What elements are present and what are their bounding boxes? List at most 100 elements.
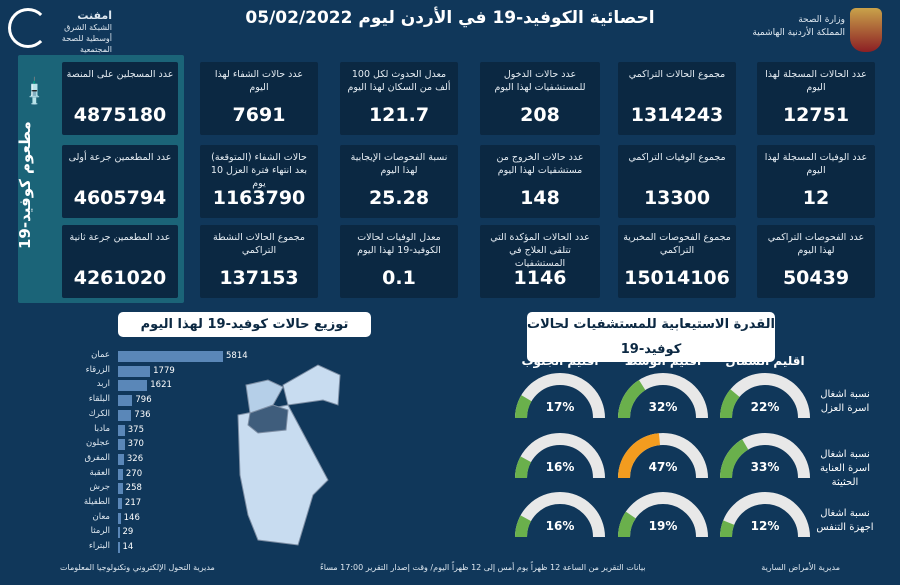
- map-east: [282, 364, 341, 406]
- bar-label: البلقاء: [88, 394, 110, 405]
- gauge-percent: 12%: [750, 519, 780, 533]
- bar-value: 375: [127, 424, 144, 435]
- bar-label: عمان: [91, 350, 110, 360]
- bar: [118, 527, 120, 539]
- row-header: نسبة اشغال اسرة العزل: [820, 389, 870, 414]
- ministry-name: وزارة الصحة المملكة الأردنية الهاشمية: [752, 14, 845, 40]
- bar-value: 1621: [150, 380, 172, 391]
- bar-label: الطفيلة: [83, 497, 110, 507]
- gauge: [515, 373, 605, 419]
- bar-label: معان: [92, 511, 111, 522]
- stat-card: عدد الحالات المسجلة لهذا اليوم 12751: [757, 62, 875, 135]
- cases-distribution-title: توزيع حالات كوفيد-19 لهذا اليوم: [118, 312, 371, 337]
- stat-label: مجموع الفحوصات المخبرية التراكمي: [623, 232, 731, 256]
- gauge-fill: [720, 373, 810, 419]
- gauge: [515, 433, 605, 479]
- jordan-map: [237, 364, 341, 546]
- stat-value: 4875180: [73, 104, 167, 126]
- emphnet-logo: [8, 8, 48, 48]
- map-south: [237, 404, 329, 546]
- bar-label: الزرقاء: [85, 364, 110, 375]
- bar-value: 370: [127, 439, 144, 450]
- stat-label: معدل الحدوث لكل 100 ألف من السكان لهذا ا…: [347, 69, 451, 93]
- gauge-percent: 17%: [545, 400, 575, 414]
- bar-value: 1779: [153, 365, 175, 376]
- bar-label: المفرق: [84, 452, 110, 463]
- bar: [118, 453, 124, 465]
- footer-center: بيانات التقرير من الساعة 12 ظهراً يوم أم…: [320, 563, 646, 572]
- gauge: [618, 373, 708, 419]
- stat-label: مجموع الوفيات التراكمي: [628, 152, 726, 163]
- stat-label: عدد حالات الدخول للمستشفيات لهذا اليوم: [494, 69, 586, 93]
- map-north: [245, 379, 284, 414]
- ministry-line2: المملكة الأردنية الهاشمية: [752, 28, 845, 38]
- gauge-percent: 16%: [545, 519, 575, 533]
- stat-label: عدد المسجلين على المنصة: [66, 69, 174, 80]
- jordan-crest-logo: [850, 8, 882, 52]
- ministry-line1: وزارة الصحة: [798, 15, 845, 25]
- gauge: [618, 492, 708, 538]
- stat-card: مجموع الحالات النشطة التراكمي 137153: [200, 225, 318, 298]
- bar-label: البتراء: [88, 541, 110, 552]
- emphnet-logo-text: امفنت الشبكة الشرق أوسطية للصحة المجتمعية: [52, 10, 112, 55]
- bar-value: 14: [122, 542, 134, 553]
- gauge-percent: 16%: [545, 460, 575, 474]
- stat-card: مجموع الحالات التراكمي 1314243: [618, 62, 736, 135]
- bar-value: 5814: [226, 351, 248, 361]
- vaccine-card: عدد المطعمين جرعة أولى 4605794: [62, 145, 178, 218]
- gauge-percent: 19%: [648, 519, 678, 533]
- gauge: [618, 433, 708, 479]
- stat-label: عدد المطعمين جرعة أولى: [68, 152, 172, 163]
- bar: [118, 498, 122, 509]
- stat-value: 121.7: [368, 104, 430, 126]
- bar-value: 29: [122, 527, 134, 538]
- report-date: 05/02/2022: [245, 8, 353, 28]
- row-header: نسبة اشغال اسرة العناية الحثيثة: [820, 449, 870, 488]
- region-header: اقليم الوسط: [624, 354, 702, 368]
- stat-value: 7691: [232, 104, 286, 126]
- bar-value: 796: [135, 395, 152, 406]
- bar: [118, 365, 151, 377]
- stat-card: معدل الوفيات لحالات الكوفيد-19 لهذا اليو…: [340, 225, 458, 298]
- bar-label: الكرك: [88, 408, 110, 419]
- stat-value: 208: [520, 104, 560, 126]
- stat-label: عدد الحالات المؤكدة التي تتلقى العلاج في…: [490, 232, 590, 269]
- stat-value: 25.28: [368, 187, 430, 209]
- logo-name: امفنت: [77, 9, 112, 22]
- gauge: [720, 492, 810, 538]
- logo-sub: الشبكة الشرق أوسطية للصحة المجتمعية: [61, 23, 112, 54]
- stat-value: 12: [802, 187, 830, 209]
- bar-label: عجلون: [85, 438, 110, 449]
- bar: [118, 409, 132, 421]
- bar-label: العقبة: [89, 467, 110, 478]
- stat-card: عدد الوفيات المسجلة لهذا اليوم 12: [757, 145, 875, 218]
- bar-value: 326: [126, 453, 144, 464]
- stat-label: عدد الوفيات المسجلة لهذا اليوم: [764, 152, 868, 176]
- stat-card: معدل الحدوث لكل 100 ألف من السكان لهذا ا…: [340, 62, 458, 135]
- bar-value: 736: [134, 409, 151, 420]
- title-text: احصائية الكوفيد-19 في الأردن ليوم: [358, 8, 655, 28]
- bar-value: 146: [123, 512, 140, 523]
- gauge-percent: 47%: [648, 460, 678, 474]
- footer-left: مديرية التحول الإلكتروني وتكنولوجيا المع…: [60, 563, 215, 572]
- gauge-fill: [618, 492, 708, 538]
- gauge-fill: [515, 433, 605, 479]
- bar-label: جرش: [89, 482, 110, 493]
- bar: [118, 351, 223, 362]
- gauge-percent: 32%: [648, 400, 678, 414]
- footer-right: مديرية الأمراض السارية: [761, 563, 840, 572]
- gauge-percent: 22%: [750, 400, 780, 414]
- stat-value: 13300: [643, 187, 711, 209]
- stat-card: عدد حالات الخروج من مستشفيات لهذا اليوم 1…: [480, 145, 600, 218]
- hospital-capacity-title: القدرة الاستيعابية للمستشفيات لحالات كوف…: [527, 312, 775, 362]
- stat-card: عدد الحالات المؤكدة التي تتلقى العلاج في…: [480, 225, 600, 298]
- region-header: اقليم الجنوب: [521, 354, 599, 368]
- stat-value: 4605794: [73, 187, 167, 209]
- stat-value: 50439: [782, 267, 850, 289]
- stat-label: عدد حالات الشفاء لهذا اليوم: [214, 69, 304, 93]
- bar-label: مادبا: [94, 423, 110, 434]
- vaccine-title: مطعوم كوفيد-19: [16, 121, 34, 249]
- stat-label: عدد الفحوصات التراكمي لهذا اليوم: [767, 232, 865, 256]
- gauge-fill: [515, 492, 605, 538]
- row-header: نسبة اشغال اجهزة التنفس: [816, 508, 874, 533]
